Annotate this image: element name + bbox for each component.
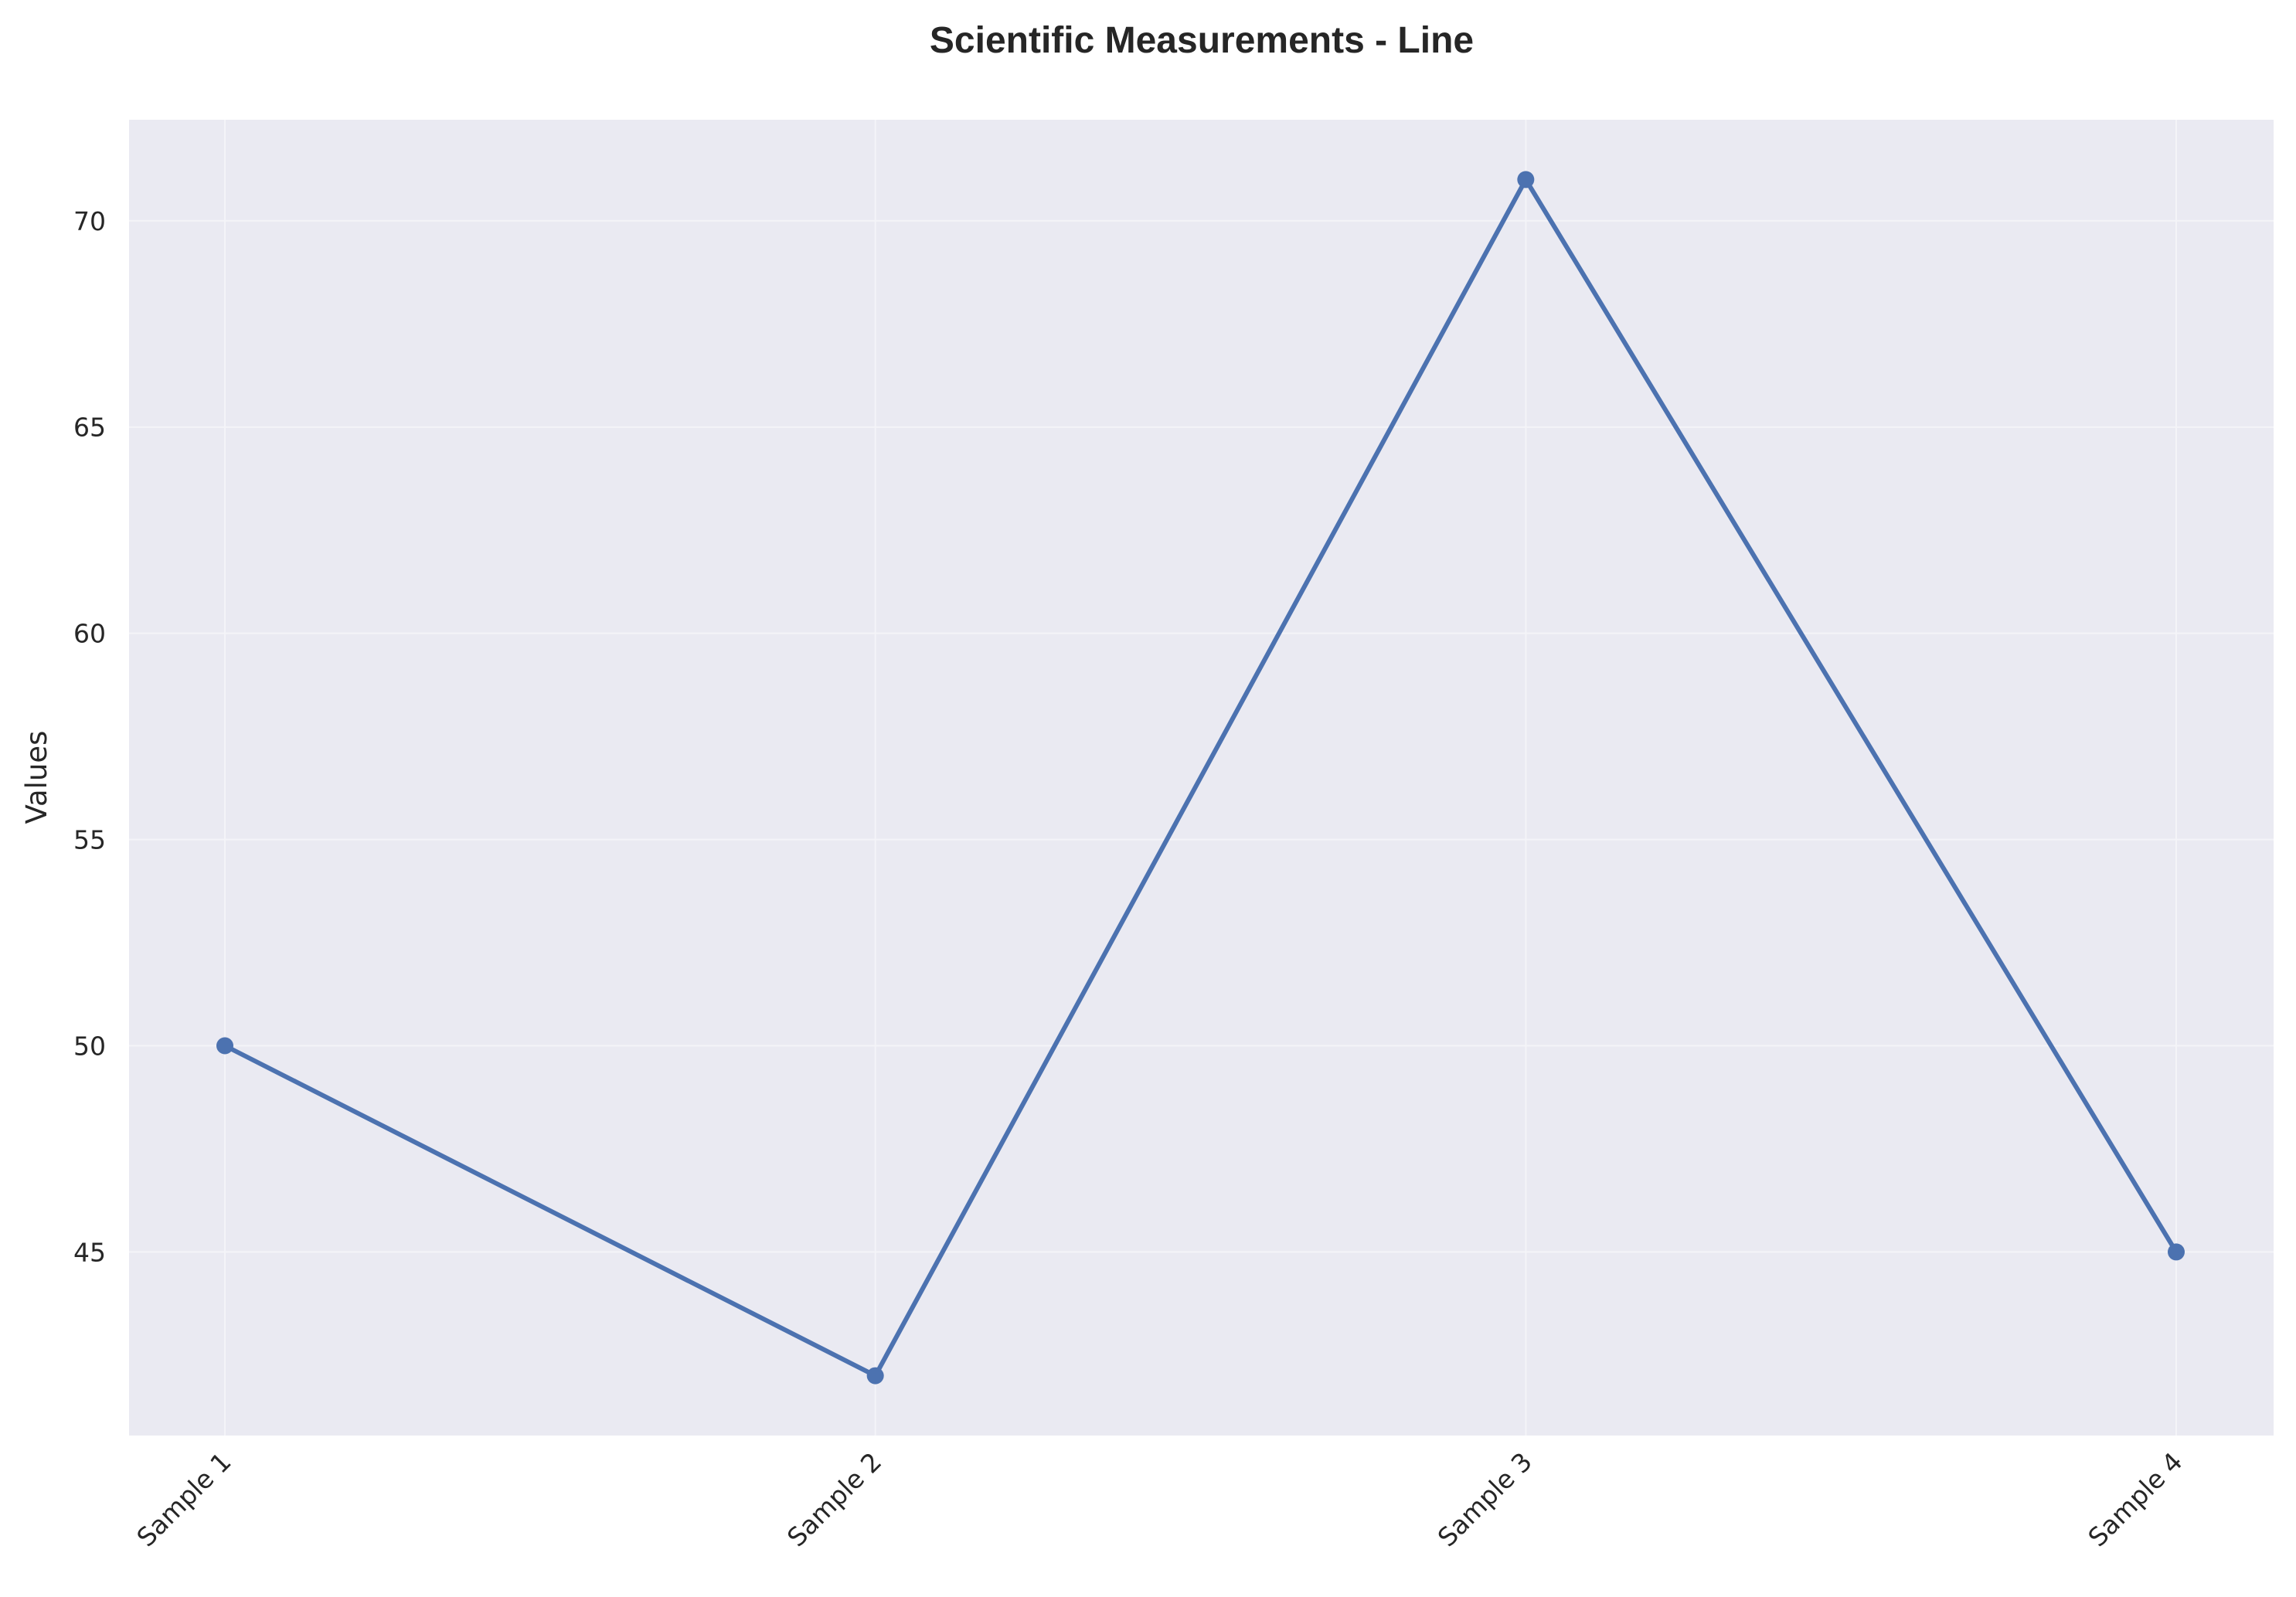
data-point	[216, 1037, 233, 1055]
series-line-layer	[223, 177, 2179, 1378]
y-tick-label: 60	[73, 619, 106, 649]
y-tick-label: 70	[73, 206, 106, 236]
y-axis-label: Values	[20, 731, 53, 824]
series-line	[223, 177, 2179, 1378]
grid-lines	[129, 120, 2274, 1436]
y-tick-label: 55	[73, 825, 106, 855]
x-tick-label: Sample 3	[1432, 1446, 1538, 1552]
data-point	[866, 1367, 884, 1385]
y-tick-label: 65	[73, 413, 106, 443]
x-tick-label: Sample 4	[2082, 1446, 2188, 1552]
y-axis-ticks: 45 50 55 60 65 70	[73, 206, 106, 1268]
chart-title: Scientific Measurements - Line	[930, 20, 1474, 61]
x-axis-ticks: Sample 1 Sample 2 Sample 3 Sample 4	[131, 1446, 2188, 1552]
data-point	[2168, 1243, 2185, 1261]
x-tick-label: Sample 1	[131, 1446, 236, 1552]
y-tick-label: 45	[73, 1237, 106, 1267]
data-points	[216, 171, 2185, 1385]
y-tick-label: 50	[73, 1031, 106, 1062]
x-tick-label: Sample 2	[781, 1446, 887, 1552]
data-point	[1517, 171, 1535, 189]
